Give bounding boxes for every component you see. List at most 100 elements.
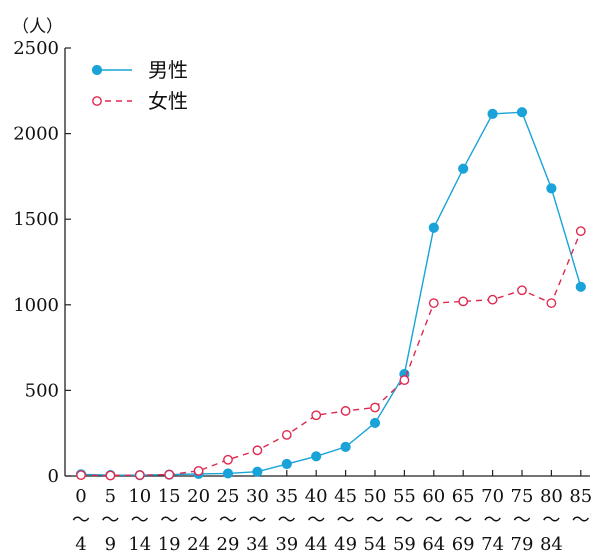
x-tick-label-end: 39	[275, 534, 298, 554]
data-point	[222, 468, 234, 479]
data-point	[223, 454, 233, 465]
y-tick-label: 0	[48, 466, 59, 487]
data-point	[370, 402, 380, 413]
y-tick-label: 500	[25, 380, 59, 401]
data-point	[399, 375, 410, 386]
data-point	[428, 222, 439, 233]
legend-marker	[92, 96, 102, 106]
x-tick-label-start: 15	[158, 486, 181, 507]
data-point	[458, 296, 469, 307]
x-tick-range-mark: 〜	[72, 510, 90, 531]
x-tick-range-mark: 〜	[307, 510, 325, 531]
x-tick-label-start: 40	[305, 486, 328, 507]
x-tick-range-mark: 〜	[278, 510, 296, 531]
axes	[64, 48, 590, 477]
data-point	[458, 163, 469, 174]
x-tick-label-start: 55	[393, 486, 416, 507]
data-point	[546, 298, 557, 308]
data-point	[193, 465, 204, 476]
y-tick-label: 1500	[13, 209, 59, 230]
data-point	[105, 470, 116, 481]
y-tick-label: 2000	[13, 124, 59, 145]
x-tick-label-start: 60	[422, 486, 445, 507]
x-tick-label-end: 49	[334, 534, 357, 554]
x-tick-label-start: 65	[452, 486, 475, 507]
data-point	[164, 469, 175, 480]
x-axis-ticks: 0〜45〜910〜1415〜1920〜2425〜2930〜3435〜3940〜4…	[72, 470, 592, 554]
data-point	[340, 406, 351, 416]
x-tick-range-mark: 〜	[395, 510, 413, 531]
x-tick-label-start: 50	[364, 486, 387, 507]
x-tick-range-mark: 〜	[131, 510, 149, 531]
x-tick-label-end: 74	[481, 534, 504, 554]
x-tick-label-end: 29	[217, 534, 240, 554]
x-tick-label-end: 44	[305, 534, 328, 554]
x-tick-range-mark: 〜	[454, 510, 472, 531]
x-tick-range-mark: 〜	[190, 510, 208, 531]
x-tick-label-start: 80	[540, 486, 563, 507]
x-tick-label-end: 79	[511, 534, 534, 554]
data-point	[428, 298, 439, 308]
x-tick-label-start: 45	[334, 486, 357, 507]
x-tick-label-end: 54	[364, 534, 387, 554]
data-point	[575, 226, 586, 237]
y-tick-label: 2500	[13, 38, 59, 59]
x-tick-label-start: 5	[105, 486, 116, 507]
x-tick-label-end: 24	[187, 534, 210, 554]
x-tick-label-end: 14	[128, 534, 151, 554]
series-line	[80, 230, 582, 477]
data-point	[369, 417, 381, 429]
data-point	[311, 410, 322, 421]
x-tick-range-mark: 〜	[484, 510, 502, 531]
x-tick-range-mark: 〜	[219, 510, 237, 531]
x-tick-label-end: 59	[393, 534, 416, 554]
data-point	[252, 466, 263, 477]
x-tick-label-start: 20	[187, 486, 210, 507]
x-tick-range-mark: 〜	[101, 510, 119, 531]
x-tick-range-mark: 〜	[513, 510, 531, 531]
data-point	[281, 458, 292, 470]
x-tick-label-start: 75	[511, 486, 534, 507]
data-point	[252, 445, 263, 456]
x-tick-range-mark: 〜	[542, 510, 560, 531]
series-group	[75, 107, 586, 481]
x-tick-range-mark: 〜	[337, 510, 355, 531]
x-tick-label-start: 35	[275, 486, 298, 507]
y-axis-ticks: 2500 2000 1500 1000 500 0	[13, 38, 71, 487]
x-tick-range-mark: 〜	[572, 510, 590, 531]
legend-marker	[91, 64, 103, 76]
data-point	[517, 285, 527, 296]
series-female	[76, 226, 586, 481]
x-tick-range-mark: 〜	[160, 510, 178, 531]
y-axis-unit-label: （人）	[12, 17, 63, 37]
data-point	[76, 470, 86, 481]
x-tick-label-start: 25	[217, 486, 240, 507]
x-tick-label-end: 9	[105, 534, 116, 554]
x-tick-range-mark: 〜	[366, 510, 384, 531]
data-point	[134, 470, 145, 481]
series-line	[80, 111, 582, 476]
x-tick-label-end: 84	[540, 534, 563, 554]
data-point	[487, 294, 498, 305]
legend-label: 男性	[148, 58, 188, 82]
x-tick-label-end: 4	[75, 534, 86, 554]
data-point	[311, 451, 322, 462]
data-point	[340, 441, 351, 452]
x-tick-label-end: 34	[246, 534, 269, 554]
data-point	[575, 281, 586, 292]
x-tick-label-end: 19	[158, 534, 181, 554]
legend-label: 女性	[148, 89, 188, 113]
x-tick-label-start: 70	[481, 486, 504, 507]
data-point	[516, 107, 528, 118]
x-tick-label-end: 69	[452, 534, 475, 554]
y-tick-label: 1000	[13, 295, 59, 316]
data-point	[487, 108, 498, 120]
data-point	[281, 430, 292, 440]
x-tick-range-mark: 〜	[248, 510, 266, 531]
data-point	[546, 183, 557, 194]
x-tick-label-start: 30	[246, 486, 269, 507]
x-tick-label-start: 0	[75, 486, 86, 507]
x-tick-range-mark: 〜	[425, 510, 443, 531]
